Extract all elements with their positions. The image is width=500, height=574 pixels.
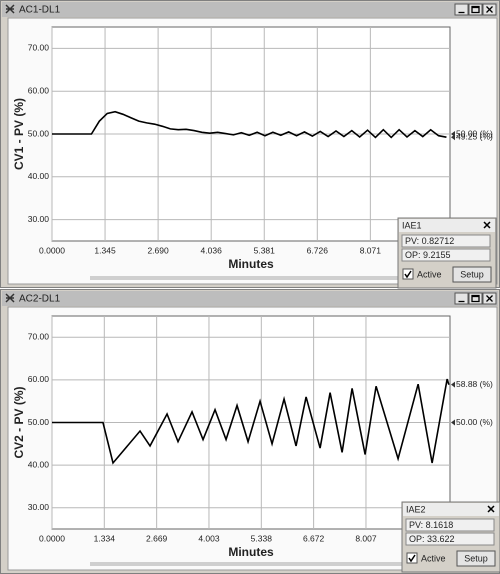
x-tick-label: 1.345 bbox=[94, 245, 116, 255]
y-tick-label: 40.00 bbox=[28, 459, 50, 469]
title-bar bbox=[2, 2, 498, 17]
checkbox-tick bbox=[408, 554, 416, 563]
panel-title: IAE1 bbox=[402, 220, 422, 230]
button-label: Setup bbox=[460, 269, 484, 279]
x-axis-label: Minutes bbox=[228, 545, 274, 559]
button-glyph bbox=[486, 295, 493, 302]
y-tick-label: 60.00 bbox=[28, 374, 50, 384]
x-tick-label: 4.036 bbox=[201, 245, 223, 255]
x-tick-label: 2.669 bbox=[146, 533, 168, 543]
scroll-track bbox=[90, 562, 430, 566]
panel-close[interactable] bbox=[487, 505, 495, 513]
close-glyph bbox=[483, 221, 491, 229]
button-face bbox=[452, 266, 492, 283]
checkbox-box bbox=[402, 268, 414, 280]
x-tick-label: 0.0000 bbox=[39, 245, 65, 255]
active-checkbox[interactable] bbox=[406, 552, 418, 564]
minimize-button[interactable] bbox=[454, 3, 469, 16]
window-icon bbox=[5, 4, 15, 14]
x-tick-label: 6.726 bbox=[307, 245, 329, 255]
y-tick-label: 40.00 bbox=[28, 171, 50, 181]
y-tick-label: 30.00 bbox=[28, 214, 50, 224]
panel-title-bar bbox=[403, 503, 499, 516]
end-value-label: 50.00 (%) bbox=[456, 128, 493, 138]
data-line bbox=[52, 378, 450, 465]
button-face bbox=[454, 292, 469, 305]
minimize-button[interactable] bbox=[454, 292, 469, 305]
active-checkbox[interactable] bbox=[402, 268, 414, 280]
x-tick-label: 5.381 bbox=[254, 245, 276, 255]
maximize-button[interactable] bbox=[468, 3, 483, 16]
close-button[interactable] bbox=[482, 3, 497, 16]
button-face bbox=[468, 3, 483, 16]
maximize-button[interactable] bbox=[468, 292, 483, 305]
readout-field bbox=[405, 518, 495, 532]
value-marker bbox=[451, 381, 455, 388]
readout-pv: PV: 8.1618 bbox=[409, 520, 453, 530]
button-face bbox=[454, 3, 469, 16]
window-title: AC2-DL1 bbox=[19, 294, 61, 305]
x-tick-label: 2.690 bbox=[147, 245, 169, 255]
chart: 30.00 40.00 50.00 60.00 70.00 0.0000 1.345 2.69… bbox=[12, 26, 493, 271]
window-title: AC1-DL1 bbox=[19, 5, 61, 16]
button-glyph bbox=[471, 5, 480, 14]
window-icon bbox=[5, 293, 15, 303]
x-tick-label: 1.334 bbox=[94, 533, 116, 543]
x-tick-label: 6.672 bbox=[303, 533, 325, 543]
panel-title: IAE2 bbox=[406, 504, 426, 514]
readout-pv: PV: 0.82712 bbox=[405, 236, 454, 246]
end-value-label: 50.00 (%) bbox=[456, 417, 493, 427]
end-value-label: 49.25 (%) bbox=[456, 131, 493, 141]
y-tick-label: 30.00 bbox=[28, 502, 50, 512]
readout-field bbox=[401, 248, 491, 262]
panel-title-bar bbox=[399, 219, 495, 232]
readout-op: OP: 33.622 bbox=[409, 534, 455, 544]
button-glyph bbox=[486, 6, 493, 13]
y-tick-label: 50.00 bbox=[28, 417, 50, 427]
value-marker bbox=[451, 134, 455, 141]
checkbox-tick bbox=[404, 270, 412, 279]
y-tick-label: 50.00 bbox=[28, 128, 50, 138]
x-tick-label: 0.0000 bbox=[39, 533, 65, 543]
button-label: Setup bbox=[464, 553, 488, 563]
x-tick-label: 4.003 bbox=[198, 533, 220, 543]
close-button[interactable] bbox=[482, 292, 497, 305]
setup-button[interactable]: Setup bbox=[456, 550, 496, 567]
title-bar bbox=[2, 291, 498, 306]
iae-panel: IAE2 PV: 8.1618 OP: 33.622 Active Setup bbox=[401, 501, 500, 573]
checkbox-label: Active bbox=[417, 269, 442, 279]
end-value-label: 58.88 (%) bbox=[456, 379, 493, 389]
x-axis-label: Minutes bbox=[228, 257, 274, 271]
y-tick-label: 70.00 bbox=[28, 332, 50, 342]
readout-field bbox=[401, 234, 491, 248]
checkbox-label: Active bbox=[421, 553, 446, 563]
y-tick-label: 60.00 bbox=[28, 85, 50, 95]
iae-panel: IAE1 PV: 0.82712 OP: 9.2155 Active Setup bbox=[397, 217, 497, 289]
close-glyph bbox=[487, 505, 495, 513]
value-marker bbox=[451, 419, 455, 426]
button-glyph bbox=[471, 294, 480, 303]
data-line bbox=[52, 110, 447, 139]
checkbox-box bbox=[406, 552, 418, 564]
setup-button[interactable]: Setup bbox=[452, 266, 492, 283]
button-face bbox=[468, 292, 483, 305]
x-tick-label: 8.071 bbox=[360, 245, 382, 255]
readout-op: OP: 9.2155 bbox=[405, 250, 451, 260]
y-axis-label: CV2 - PV (%) bbox=[12, 386, 26, 458]
chart: 30.00 40.00 50.00 60.00 70.00 0.0000 1.334 2.66… bbox=[12, 315, 493, 559]
x-tick-label: 8.007 bbox=[355, 533, 377, 543]
scroll-track bbox=[90, 276, 430, 280]
y-tick-label: 70.00 bbox=[28, 43, 50, 53]
y-axis-label: CV1 - PV (%) bbox=[12, 98, 26, 170]
panel-close[interactable] bbox=[483, 221, 491, 229]
x-tick-label: 5.338 bbox=[251, 533, 273, 543]
button-face bbox=[456, 550, 496, 567]
readout-field bbox=[405, 532, 495, 546]
